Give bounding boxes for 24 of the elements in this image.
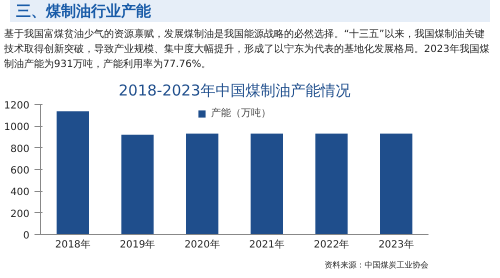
bar: [56, 111, 89, 234]
y-tick-label: 200: [10, 208, 30, 220]
chart-subtitle: 基于我国富煤贫油少气的资源禀赋，发展煤制油是我国能源战略的必然选择。“十三五”以来，我国煤制油关键技术取得创新突破，导致产业规模、集中度大幅提升，形成了以宁东为代表的基地化发展格局。2023年我国煤制油产能为931万吨，产能利用率为77.76%。: [4, 28, 490, 72]
y-tick-label: 800: [10, 144, 30, 155]
x-tick-label: 2018年: [55, 238, 91, 250]
y-tick-label: 400: [10, 187, 30, 198]
bar: [186, 134, 218, 234]
bar: [121, 134, 154, 234]
legend-label: 产能（万吨）: [211, 106, 271, 120]
y-tick-label: 1200: [4, 100, 30, 112]
chart-title: 2018-2023年中国煤制油产能情况: [118, 82, 350, 100]
y-tick-label: 1000: [4, 122, 30, 134]
x-tick-label: 2022年: [314, 238, 350, 250]
y-tick-label: 600: [10, 166, 30, 176]
text: 三、煤制油行业产能: [16, 1, 151, 22]
x-tick-label: 2019年: [120, 238, 156, 250]
y-tick-label: 0: [23, 230, 30, 242]
text: 资料来源：中国煤炭工业协会: [324, 260, 428, 270]
bar: [250, 134, 283, 234]
x-tick-label: 2023年: [378, 238, 414, 250]
bar: [315, 134, 348, 234]
x-tick-label: 2021年: [249, 238, 285, 250]
x-tick-label: 2020年: [184, 238, 220, 250]
bar: [380, 134, 412, 234]
